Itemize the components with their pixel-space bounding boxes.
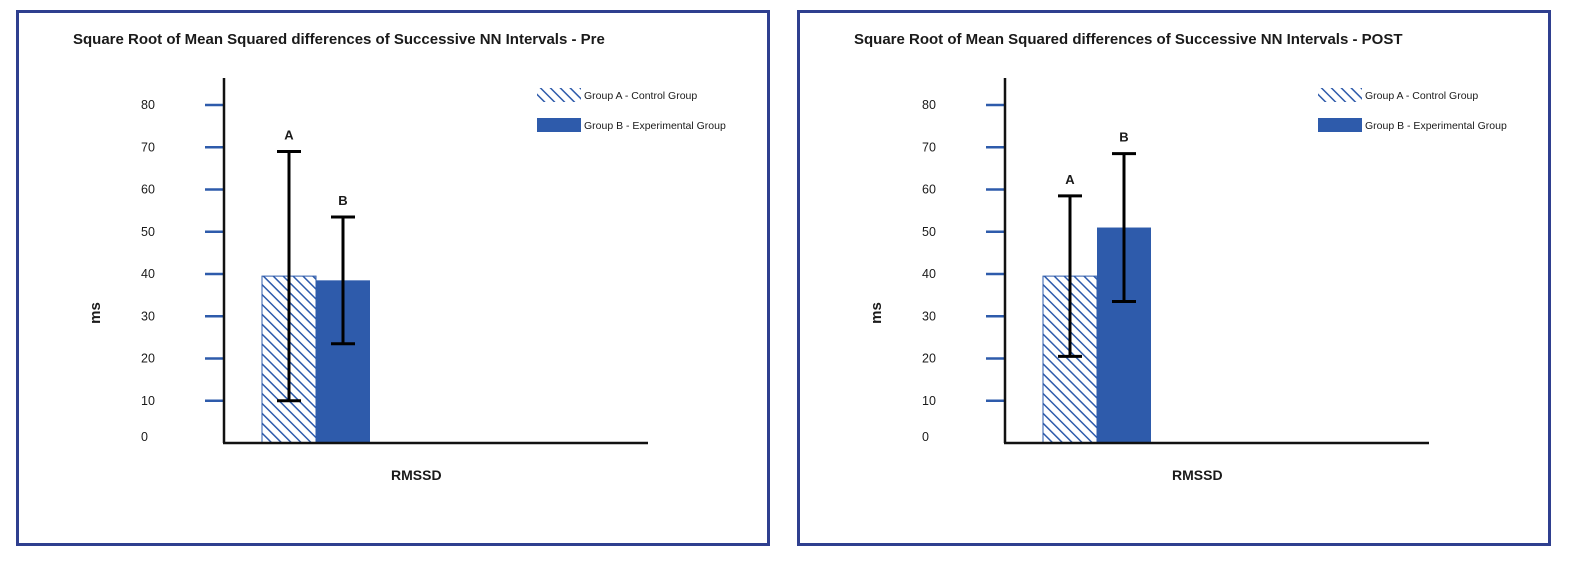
y-axis-label: ms [87,302,104,324]
error-bar [331,215,355,346]
y-tick-label: 60 [922,183,936,197]
y-tick-label: 60 [141,183,155,197]
bar-letter-label: B [1119,130,1128,145]
y-tick-label: 30 [922,309,936,323]
y-axis-ticks: 0 10 20 30 40 50 60 70 80 [141,98,223,444]
legend-swatch [537,88,581,102]
x-axis-label: RMSSD [1172,467,1223,483]
legend: Group A - Control Group Group B - Experim… [537,88,726,132]
legend-entry-label: Group B - Experimental Group [584,120,726,132]
chart-title: Square Root of Mean Squared differences … [73,31,605,48]
y-tick-label: 20 [141,352,155,366]
y-tick-label: 40 [922,267,936,281]
y-axis-ticks: 0 10 20 30 40 50 60 70 80 [922,98,1004,444]
y-tick-label: 30 [141,309,155,323]
error-bar [1112,152,1136,303]
legend-swatch [1318,118,1362,132]
error-bar [1058,194,1082,358]
legend-entry-label: Group B - Experimental Group [1365,120,1507,132]
y-tick-label: 50 [922,225,936,239]
y-tick-label: 80 [141,98,155,112]
chart-svg-post: Square Root of Mean Squared differences … [854,31,1507,483]
y-tick-label: 0 [141,430,148,444]
y-tick-label: 80 [922,98,936,112]
bar-letter-label: B [338,193,347,208]
bars: AB [1042,130,1151,444]
y-tick-label: 10 [141,394,155,408]
legend: Group A - Control Group Group B - Experim… [1318,88,1507,132]
y-axis-label: ms [868,302,885,324]
chart-title: Square Root of Mean Squared differences … [854,31,1402,48]
chart-panel-pre: Square Root of Mean Squared differences … [16,10,770,546]
y-tick-label: 70 [922,140,936,154]
error-bar [277,149,301,403]
bars: AB [261,127,370,444]
bar-letter-label: A [284,127,294,142]
y-tick-label: 70 [141,140,155,154]
y-tick-label: 0 [922,430,929,444]
legend-entry-label: Group A - Control Group [584,90,697,102]
chart-svg-pre: Square Root of Mean Squared differences … [73,31,726,483]
bar-letter-label: A [1065,172,1075,187]
legend-entry-label: Group A - Control Group [1365,90,1478,102]
y-tick-label: 10 [922,394,936,408]
y-tick-label: 40 [141,267,155,281]
legend-swatch [1318,88,1362,102]
y-tick-label: 20 [922,352,936,366]
legend-swatch [537,118,581,132]
y-tick-label: 50 [141,225,155,239]
chart-panel-post: Square Root of Mean Squared differences … [797,10,1551,546]
x-axis-label: RMSSD [391,467,442,483]
